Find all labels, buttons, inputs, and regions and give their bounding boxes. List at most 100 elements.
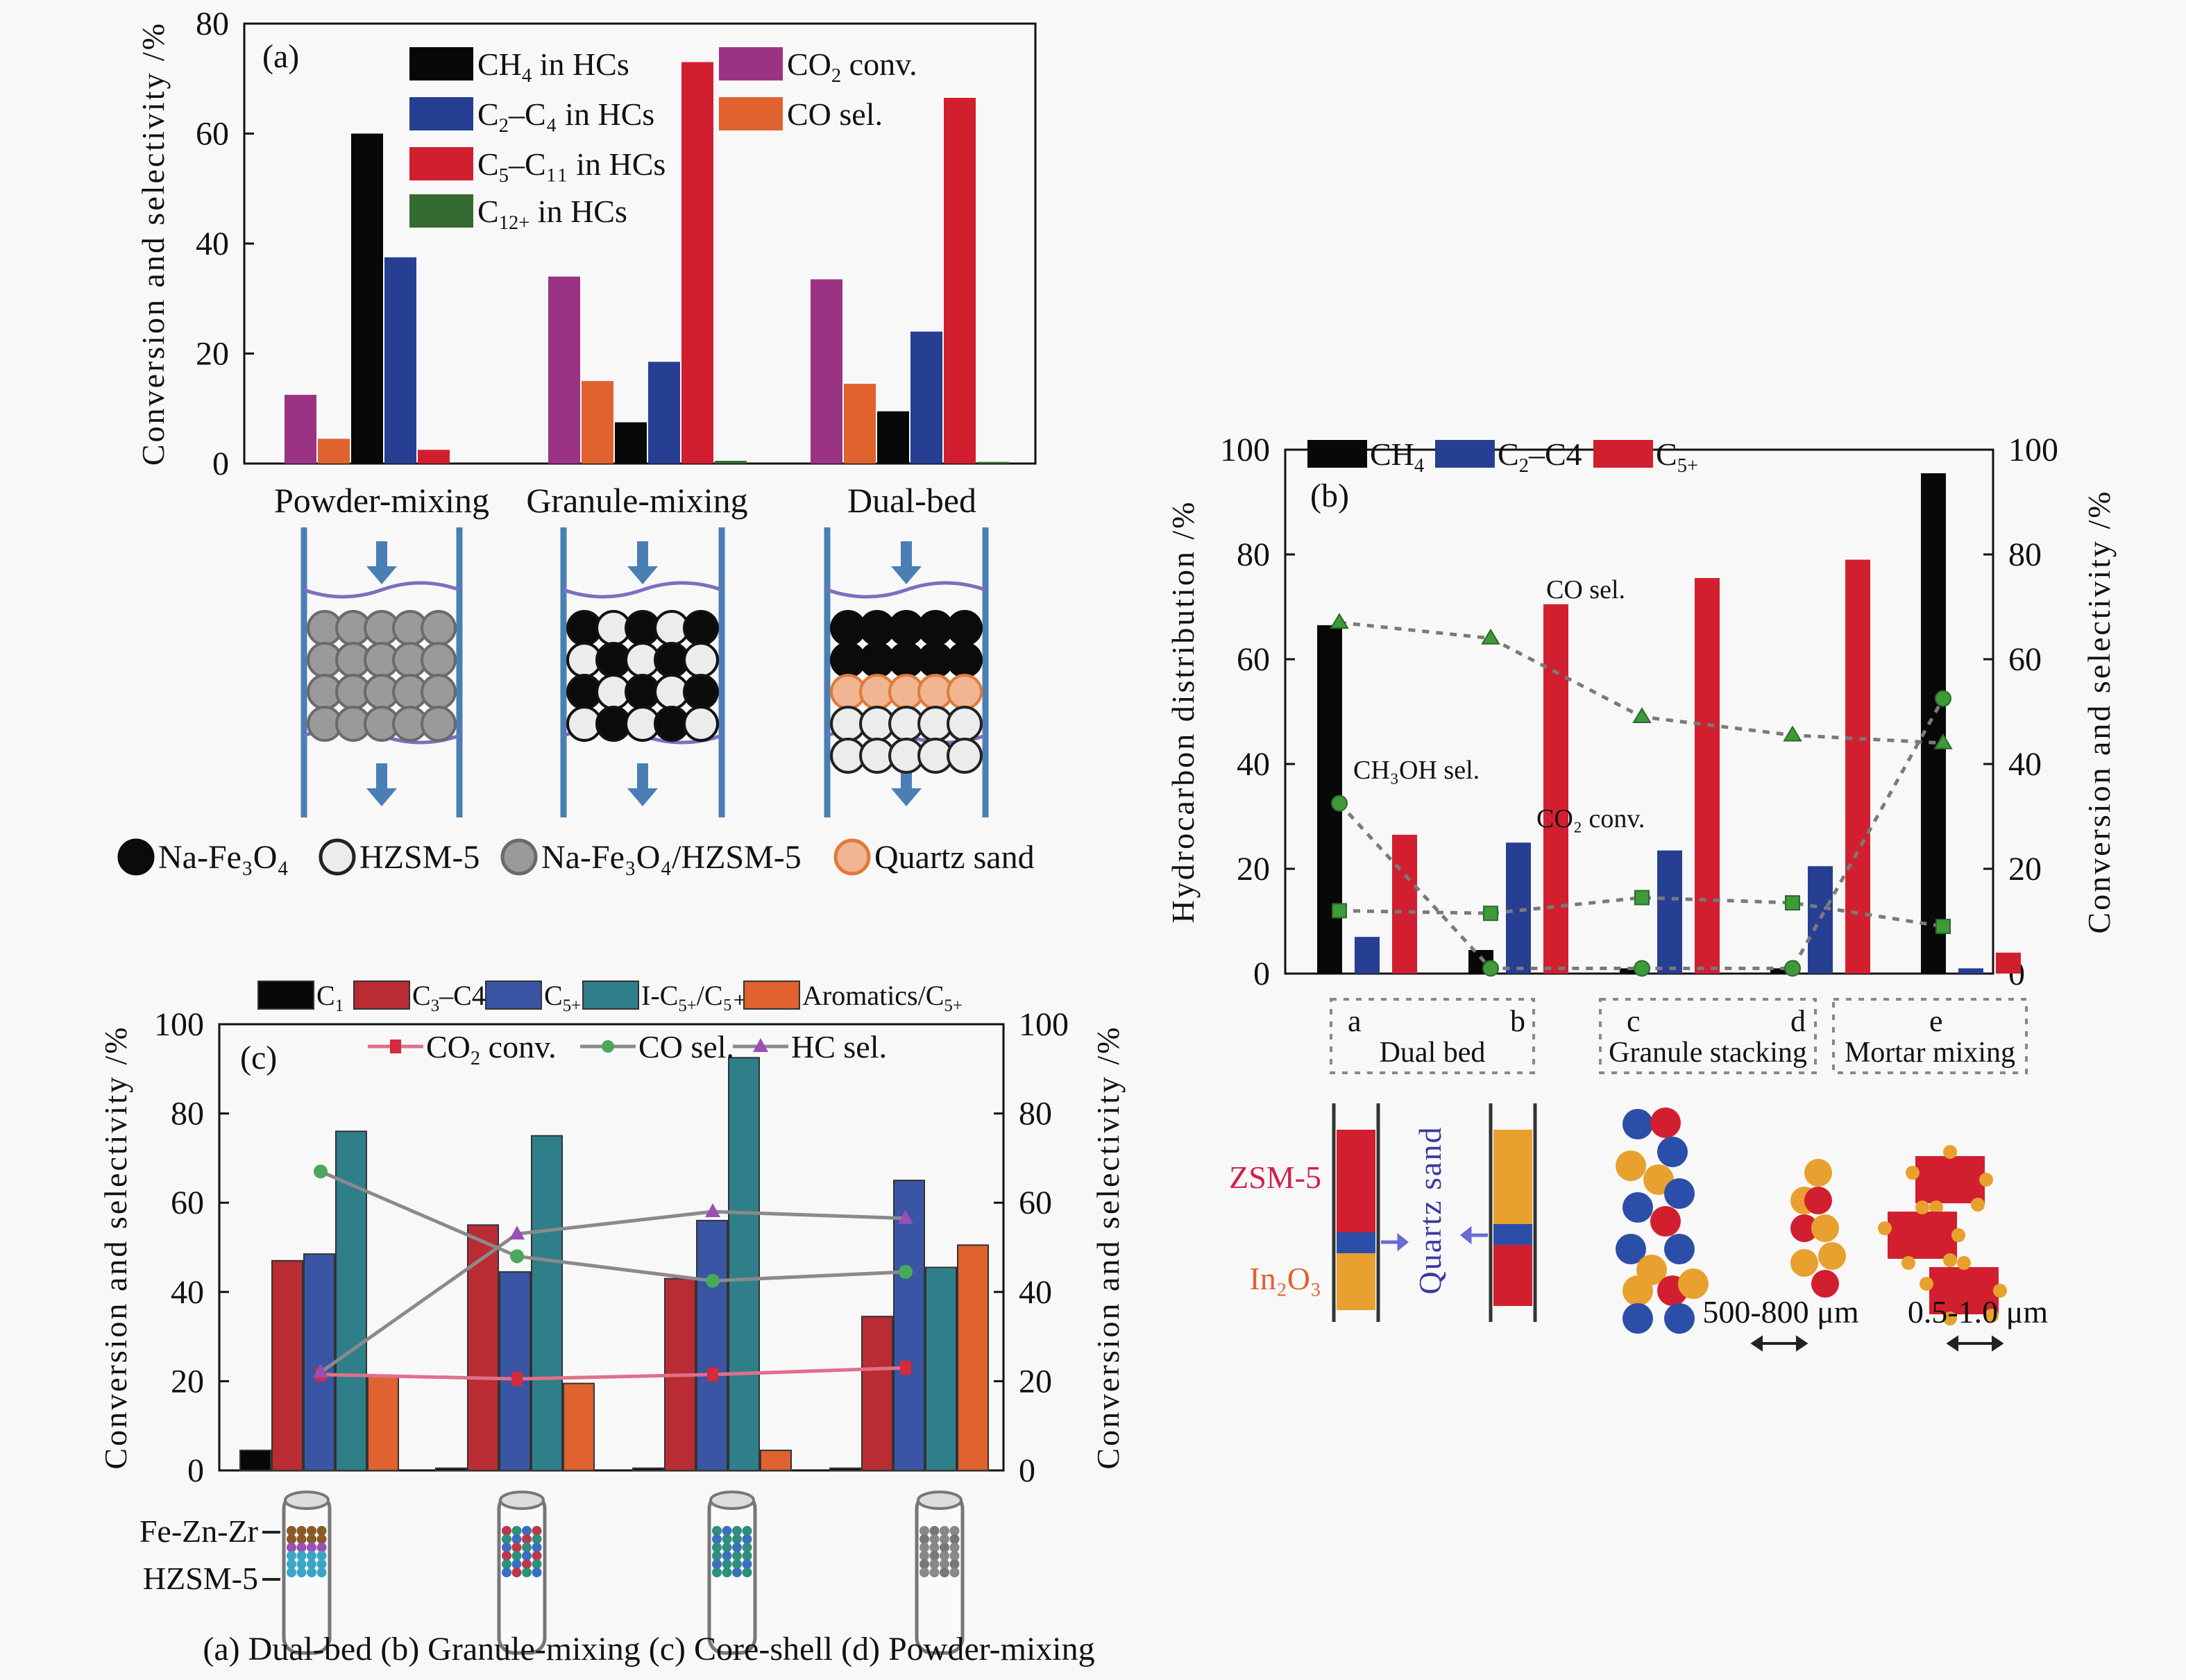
y2-tick-label-c: 80 [1019, 1096, 1052, 1132]
catalyst-particle [722, 1568, 732, 1577]
catalyst-particle [511, 1543, 522, 1552]
catalyst-particle [532, 1568, 542, 1577]
y-tick-label-a: 20 [196, 336, 229, 373]
panel-label-a: (a) [262, 38, 299, 75]
tube-top [284, 1491, 330, 1510]
bar-b-c5- [1695, 577, 1720, 974]
catalyst-particle [316, 1526, 327, 1536]
catalyst-particle [287, 1568, 296, 1577]
legend-swatch-c [257, 981, 314, 1010]
zsm5-layer [1493, 1245, 1532, 1306]
y-tick-label-a: 60 [196, 116, 229, 153]
y-tick-label-a: 40 [196, 226, 229, 262]
marker-b-circle [1784, 960, 1801, 977]
marker-b-circle [1482, 960, 1499, 977]
catalyst-particle [712, 1526, 722, 1536]
group-box-b [1832, 998, 2028, 1074]
catalyst-particle [307, 1568, 316, 1577]
flow-out-arrow-icon [627, 763, 658, 806]
marker-c-triangle [509, 1225, 525, 1240]
y-tick-label-c: 40 [171, 1274, 204, 1311]
catalyst-particle [742, 1568, 752, 1577]
group-label-b: Mortar mixing [1845, 1037, 2015, 1069]
legend-label-na-fe3o4-hzsm-5: Na-Fe₃O₄/HZSM-5 [541, 839, 802, 876]
catalyst-particle [732, 1551, 742, 1561]
catalyst-particle [712, 1568, 722, 1577]
catalyst-particle [316, 1551, 327, 1561]
granule-particle [1622, 1275, 1653, 1306]
category-letter-b: e [1929, 1004, 1943, 1038]
legend-icon-na-fe3o4-hzsm-5 [500, 838, 538, 876]
y-tick-label-c: 80 [171, 1096, 204, 1132]
group-label-b: Dual bed [1380, 1037, 1486, 1069]
y-tick-label-c: 60 [171, 1185, 204, 1221]
category-letter-b: d [1790, 1004, 1806, 1038]
legend-label-c: C3–C4 [412, 980, 486, 1015]
marker-b-circle [1935, 690, 1951, 707]
y-tick-label-c: 0 [187, 1452, 204, 1489]
y2-tick-label-c: 100 [1019, 1006, 1069, 1043]
legend-swatch-b [1307, 440, 1367, 468]
catalyst-particle [421, 706, 457, 742]
in2o3-particle [1906, 1166, 1920, 1180]
catalyst-particle [522, 1526, 532, 1536]
catalyst-particle [732, 1543, 742, 1552]
hzsm5-label: HZSM-5 [143, 1561, 258, 1596]
catalyst-particle [732, 1568, 742, 1577]
catalyst-particle [940, 1568, 949, 1577]
in2o3-particle [1929, 1200, 1943, 1214]
catalyst-particle [502, 1526, 511, 1536]
line-c-co2-conv- [320, 1366, 906, 1381]
granule-particle [1622, 1303, 1653, 1334]
quartz-wool-top [303, 581, 460, 599]
marker-b-triangle [1330, 613, 1349, 629]
bar-b-c5- [1996, 952, 2021, 974]
catalyst-particle [742, 1543, 752, 1552]
in2o3-layer [1493, 1130, 1532, 1224]
catalyst-particle [287, 1543, 296, 1552]
line-c-hc-sel- [319, 1210, 906, 1374]
catalyst-particle [502, 1559, 511, 1569]
legend-label-hzsm-5: HZSM-5 [359, 839, 480, 876]
in2o3-particle [1920, 1277, 1933, 1291]
granule-particle [1804, 1187, 1832, 1214]
y2-tick-label-b: 60 [2008, 641, 2042, 678]
catalyst-particle [712, 1551, 722, 1561]
double-arrow-icon [1750, 1335, 1808, 1352]
legend-label-c: CO2 conv. [426, 1029, 557, 1069]
marker-c-circle [706, 1273, 720, 1288]
catalyst-particle [920, 1568, 929, 1577]
catalyst-particle [511, 1568, 522, 1577]
granule-particle [1790, 1249, 1818, 1277]
tube-top [917, 1491, 963, 1510]
catalyst-particle [421, 642, 457, 678]
group-label-b: Granule stacking [1609, 1037, 1807, 1069]
marker-c-circle [899, 1264, 913, 1279]
catalyst-particle [929, 1551, 940, 1561]
y2-tick-label-b: 40 [2008, 746, 2042, 783]
catalyst-particle [296, 1568, 307, 1577]
double-arrow-icon [1946, 1335, 2004, 1352]
legend-label-c: C5+ [544, 980, 581, 1015]
y-tick-label-b: 100 [1220, 432, 1270, 468]
y2-axis-title-c: Conversion and selectivity /% [1090, 1025, 1126, 1469]
caption-c: (a) Dual-bed (b) Granule-mixing (c) Core… [203, 1631, 1094, 1668]
bar-a-co-sel- [582, 381, 613, 464]
legend-swatch-b [1435, 440, 1495, 468]
catalyst-particle [502, 1534, 511, 1544]
marker-b-square [1332, 903, 1347, 919]
y-axis-title-c: Conversion and selectivity /% [98, 1025, 133, 1469]
zsm5-crystal [1929, 1267, 1999, 1314]
bar-c-aromatics-c5- [957, 1244, 989, 1472]
catalyst-particle [929, 1526, 940, 1536]
catalyst-particle [949, 1526, 960, 1536]
quartz-sand-label: Quartz sand [1412, 1126, 1448, 1295]
catalyst-particle [522, 1559, 532, 1569]
annotation-ch3oh-sel: CH₃OH sel. [1353, 756, 1480, 785]
panel-label-c: (c) [240, 1040, 277, 1076]
catalyst-particle [307, 1551, 316, 1561]
bar-a-ch4-in-hcs [351, 133, 383, 464]
flow-out-arrow-icon [366, 763, 397, 806]
bar-c-c3-c4 [467, 1224, 499, 1471]
